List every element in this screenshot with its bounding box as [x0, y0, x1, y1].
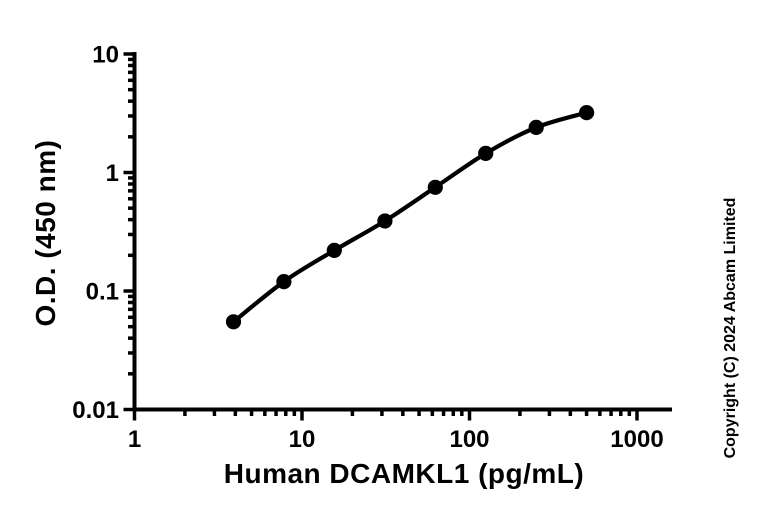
data-point-marker — [427, 179, 443, 195]
x-tick-label: 1 — [128, 426, 141, 453]
y-tick-label: 0.01 — [72, 397, 119, 424]
data-point-marker — [579, 105, 595, 121]
y-tick-label: 0.1 — [86, 279, 119, 306]
data-point-marker — [528, 119, 544, 135]
data-point-marker — [276, 274, 292, 290]
x-tick-label: 1000 — [610, 426, 663, 453]
x-tick-label: 100 — [449, 426, 489, 453]
axes-spines — [132, 52, 672, 412]
data-point-marker — [326, 242, 342, 258]
x-tick-label: 10 — [289, 426, 316, 453]
standard-curve-line — [231, 110, 589, 324]
data-point-marker — [478, 145, 494, 161]
x-axis-title: Human DCAMKL1 (pg/mL) — [223, 458, 585, 489]
y-tick-label: 10 — [92, 42, 119, 69]
y-tick-label: 1 — [106, 160, 119, 187]
copyright-text: Copyright (C) 2024 Abcam Limited — [722, 197, 739, 459]
data-point-marker — [225, 314, 242, 330]
data-point-marker — [377, 213, 393, 229]
y-axis-title: O.D. (450 nm) — [30, 139, 61, 327]
